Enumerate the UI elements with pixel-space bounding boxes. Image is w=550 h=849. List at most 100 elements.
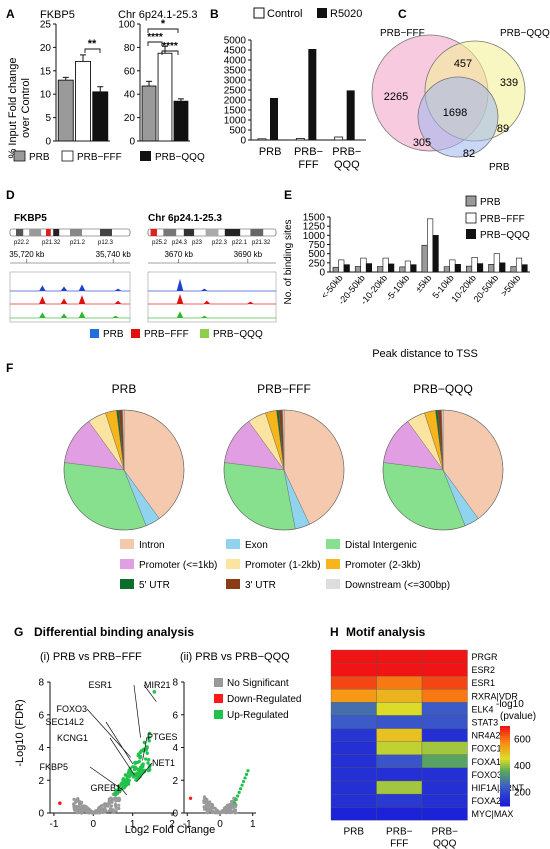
legend-label: Promoter (2-3kb) (345, 560, 421, 571)
legend-swatch-d-prb (90, 329, 99, 338)
legend-swatch-e-prb (465, 195, 477, 207)
gene-leader (143, 684, 157, 702)
colorbar-step (500, 798, 510, 801)
heatmap-cell (330, 715, 377, 729)
bar (173, 100, 189, 142)
band-label: p22.2 (14, 240, 30, 246)
legend-swatch-prb (13, 150, 26, 162)
sig-bracket-a1 (84, 48, 101, 53)
bar-control (295, 137, 305, 141)
point-up (132, 767, 137, 772)
band-label: p21.2 (70, 240, 86, 246)
y-tick-label: 250 (308, 258, 325, 269)
gene-leader (89, 766, 124, 791)
legend-swatch-e-qqq (466, 229, 476, 239)
colorbar-step (500, 766, 510, 769)
sig-bracket-a2-2 (147, 28, 179, 33)
gene-label: FOXO3 (56, 704, 87, 714)
heatmap-row-label: NR4A2 (472, 731, 501, 741)
sig-star-2: * (161, 18, 166, 30)
y-tick-label: 750 (308, 240, 325, 251)
bar (471, 257, 478, 273)
band-label: p22.1 (232, 240, 248, 246)
legend-swatch (326, 579, 340, 589)
point-ns (114, 809, 118, 813)
y-tick-label: 5 (45, 113, 51, 124)
legend-control: Control (267, 8, 302, 20)
colorbar-step (500, 740, 510, 743)
colorbar-title-1: -log10 (496, 699, 524, 710)
colorbar-step (500, 786, 510, 789)
heatmap-cell (421, 793, 468, 808)
colorbar-step (500, 794, 510, 797)
x-tick-label: FFF (298, 159, 318, 171)
panel-a-ylabel-1: % Input Fold change (7, 58, 19, 159)
heatmap-row-label: FOXO3 (472, 770, 503, 780)
point-ns (211, 804, 215, 808)
point-ns (230, 801, 234, 805)
x-tick-label: 1 (130, 819, 136, 830)
point-ns (75, 809, 80, 813)
heatmap-cell (330, 702, 377, 716)
chromosome-band (183, 229, 195, 236)
y-tick-label: 8 (172, 678, 178, 689)
y-tick-label: 0 (38, 809, 44, 820)
legend-fff: PRB−FFF (77, 152, 122, 163)
gene-leader (120, 787, 128, 796)
heatmap-cell (330, 676, 377, 690)
point-up (147, 765, 152, 769)
bar (443, 266, 450, 273)
heatmap-row-label: ESR1 (472, 678, 496, 688)
chromosome-band (224, 229, 241, 236)
point-up (144, 757, 148, 761)
band-label: p21.32 (252, 240, 271, 246)
x-tick-label: 0 (91, 819, 97, 830)
track-peaks (10, 295, 130, 305)
heatmap-cell (421, 728, 468, 742)
point-ns (213, 806, 217, 810)
panel-g-xlabel: Log2 Fold Change (125, 824, 216, 836)
legend-swatch (214, 694, 223, 703)
bar-r5020 (346, 90, 355, 140)
point-ns (88, 809, 93, 813)
point-ns (229, 811, 233, 815)
heatmap-cell (421, 662, 468, 677)
bar (421, 244, 428, 273)
colorbar-step (500, 730, 510, 733)
panel-b-chart: 0500100015002000250030003500400045005000… (224, 36, 366, 171)
heatmap-cell (330, 741, 377, 755)
legend-swatch-d-fff (131, 329, 140, 338)
bar (377, 266, 384, 273)
legend-label: Up-Regulated (227, 710, 289, 721)
point-up (243, 776, 247, 780)
legend-e-fff: PRB−FFF (480, 214, 525, 225)
y-tick-label: 4 (172, 743, 178, 754)
panel-c: C PRB−FFF PRB−QQQ PRB 2265 339 82 457 30… (371, 7, 550, 173)
coord-label: 3690 kb (234, 250, 263, 259)
heatmap-cell (421, 780, 468, 795)
point-up (123, 784, 128, 788)
legend-label: Promoter (<=1kb) (139, 560, 217, 571)
legend-label: Promoter (1-2kb) (245, 560, 321, 571)
sig-star-4: **** (162, 41, 178, 52)
x-tick-label: -1 (49, 819, 58, 830)
band-label: p24.3 (172, 240, 188, 246)
y-tick-label: 0 (319, 268, 325, 279)
gene-label: ESR1 (88, 680, 112, 690)
point-up (236, 794, 240, 798)
chromosome-band (250, 229, 264, 236)
heatmap-cell (376, 662, 423, 677)
heatmap-cell (330, 793, 377, 808)
point-ns (202, 799, 206, 803)
heatmap-col-label: FFF (390, 838, 408, 849)
venn-label-qqq: PRB−QQQ (500, 28, 550, 39)
panel-h-heatmap: PRGR ESR2 ESR1 RXRA|VDR ELK4 STAT3 NR4A2 FOXC1 F… (330, 649, 531, 849)
panel-b: B Control R5020 050010001500200025003000… (210, 7, 366, 171)
panel-a-chart-fkbp5: 0 5 10 15 20 25 (40, 20, 110, 148)
heatmap-cell (330, 649, 377, 664)
colorbar-tick-label: 600 (514, 734, 531, 745)
point-ns (204, 807, 208, 811)
legend-prb: PRB (29, 152, 50, 163)
